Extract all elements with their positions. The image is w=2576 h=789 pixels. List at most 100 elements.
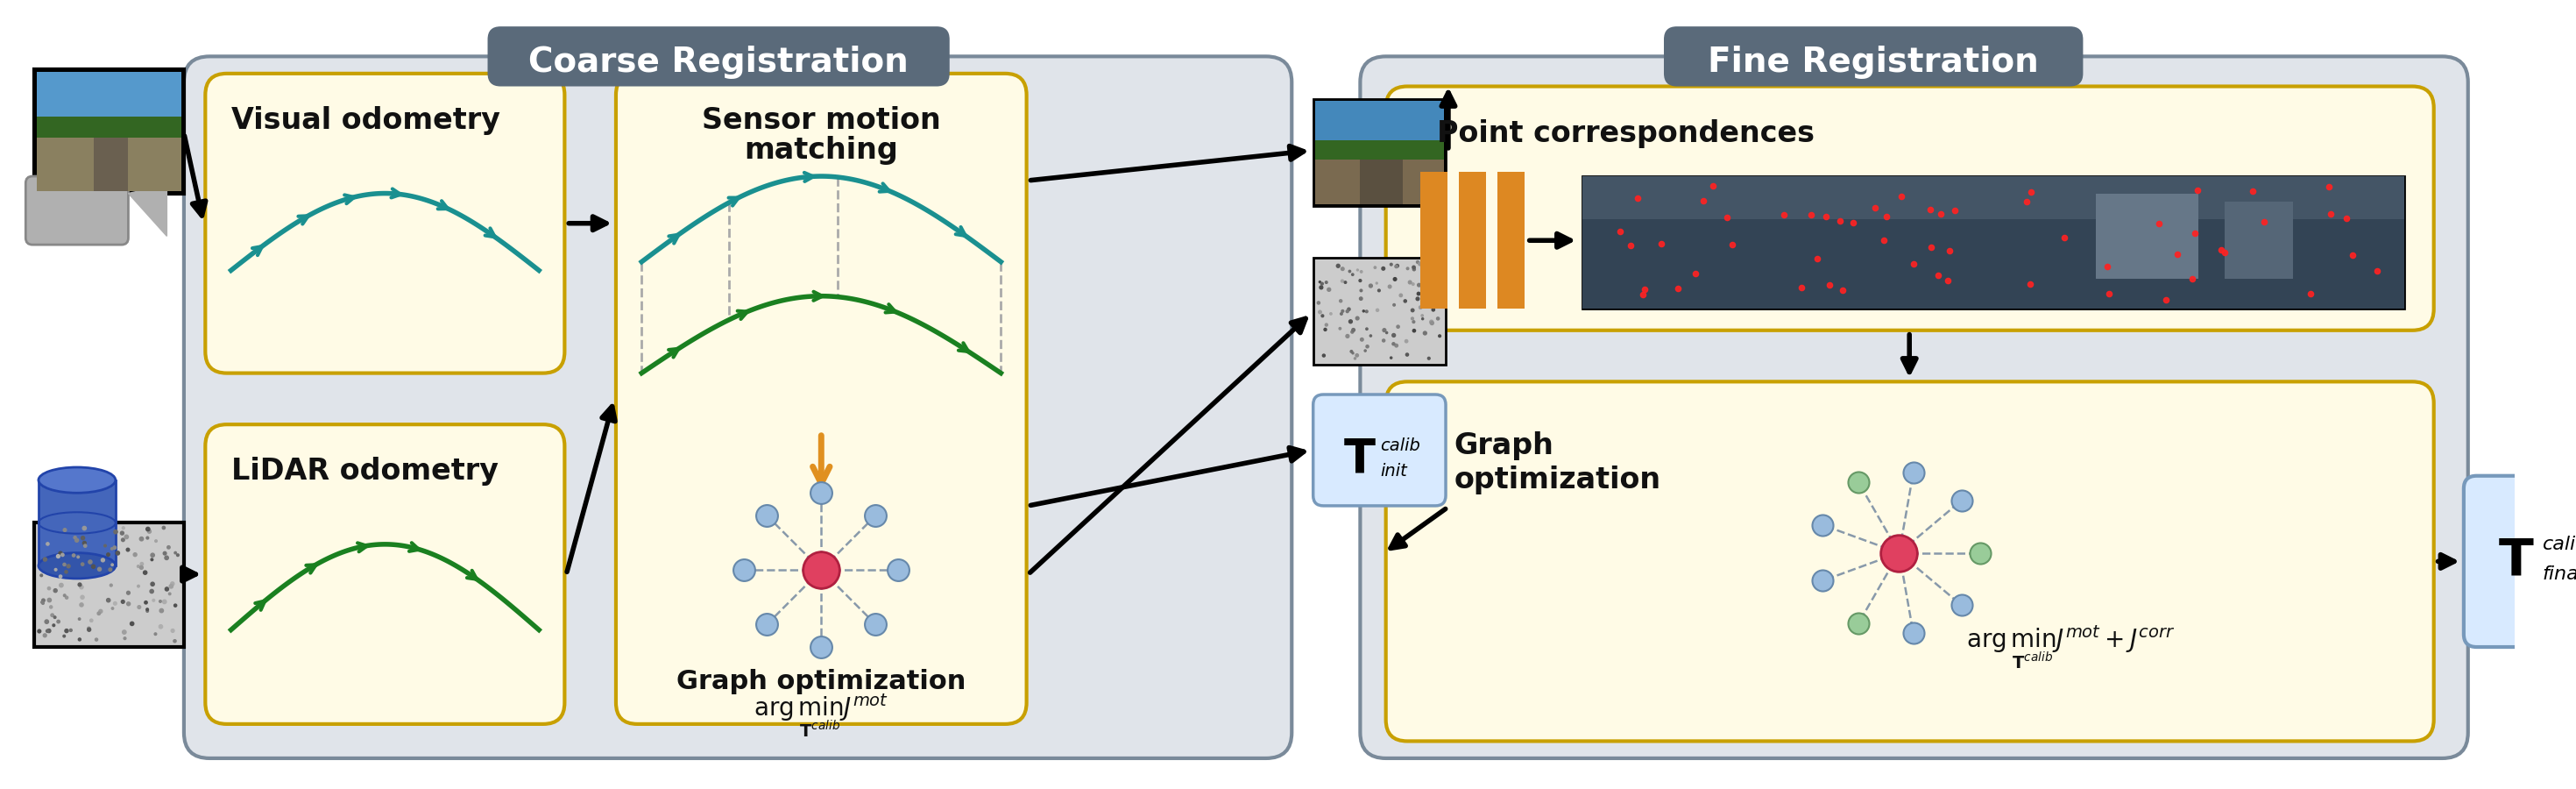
Point: [1321, 275, 1363, 287]
Point: [1363, 323, 1404, 336]
Bar: [1582, 176, 2403, 219]
Point: [129, 525, 170, 538]
Point: [1337, 349, 1378, 361]
Polygon shape: [129, 185, 167, 236]
Point: [139, 595, 180, 608]
Point: [1808, 279, 1850, 291]
Point: [82, 554, 124, 567]
Point: [152, 624, 193, 637]
Point: [1321, 308, 1363, 320]
Point: [118, 580, 160, 593]
Point: [88, 548, 129, 561]
Point: [41, 548, 82, 561]
Point: [1332, 323, 1373, 336]
Text: LiDAR odometry: LiDAR odometry: [232, 457, 497, 486]
Point: [1394, 278, 1435, 290]
Point: [1386, 348, 1427, 361]
Point: [1376, 260, 1417, 272]
Point: [1332, 345, 1373, 357]
Point: [139, 620, 180, 633]
Point: [1803, 518, 1844, 531]
Point: [1641, 237, 1682, 249]
Point: [126, 523, 167, 536]
Point: [2087, 260, 2128, 273]
Point: [1940, 494, 1981, 507]
Point: [1370, 280, 1412, 293]
Point: [2308, 180, 2349, 193]
Point: [1960, 547, 2002, 559]
Point: [77, 607, 118, 619]
Point: [2146, 294, 2187, 306]
Point: [2089, 287, 2130, 300]
Point: [1834, 216, 1875, 229]
Point: [44, 524, 85, 537]
Point: [1340, 293, 1381, 305]
FancyBboxPatch shape: [206, 424, 564, 724]
Point: [1329, 265, 1370, 278]
Point: [878, 563, 920, 576]
Point: [1692, 180, 1734, 193]
Point: [64, 522, 106, 534]
Point: [39, 550, 80, 563]
Bar: [1419, 172, 1448, 309]
Point: [1412, 279, 1453, 291]
Point: [28, 537, 70, 550]
Point: [134, 628, 175, 641]
Point: [88, 594, 129, 607]
Point: [1409, 261, 1450, 274]
FancyBboxPatch shape: [487, 27, 951, 86]
Point: [118, 560, 160, 573]
Bar: [36, 138, 180, 191]
FancyBboxPatch shape: [616, 73, 1028, 724]
Point: [1332, 268, 1373, 281]
Point: [1355, 277, 1396, 290]
Point: [62, 532, 103, 544]
Point: [111, 617, 152, 630]
Point: [1927, 274, 1968, 286]
Point: [103, 632, 144, 645]
Text: Point correspondences: Point correspondences: [1437, 119, 1814, 148]
Point: [31, 609, 72, 622]
Point: [1340, 275, 1381, 287]
Bar: [1360, 159, 1404, 204]
Point: [90, 579, 131, 592]
Point: [1383, 295, 1425, 308]
Point: [1376, 273, 1417, 286]
Point: [1319, 322, 1360, 335]
Point: [103, 596, 144, 608]
Point: [49, 624, 90, 637]
Point: [855, 509, 896, 522]
Point: [108, 597, 149, 610]
Point: [33, 585, 75, 597]
Point: [1929, 245, 1971, 257]
Point: [28, 594, 70, 607]
Point: [1358, 304, 1399, 316]
Point: [1893, 466, 1935, 479]
Point: [103, 626, 144, 638]
Point: [124, 567, 165, 579]
Point: [1301, 278, 1342, 290]
Point: [1412, 316, 1453, 328]
Point: [44, 589, 85, 602]
Point: [39, 570, 80, 583]
Point: [1327, 305, 1368, 318]
Point: [70, 623, 111, 636]
Point: [21, 569, 62, 581]
Point: [46, 566, 88, 578]
Point: [144, 547, 185, 559]
Point: [59, 633, 100, 645]
Bar: [1582, 219, 2403, 309]
Point: [131, 585, 173, 597]
Point: [1682, 194, 1723, 207]
FancyBboxPatch shape: [1664, 27, 2084, 86]
Point: [1394, 263, 1435, 275]
Point: [62, 599, 103, 611]
Point: [44, 558, 85, 570]
Point: [33, 619, 75, 632]
Point: [1893, 626, 1935, 639]
Point: [1381, 289, 1422, 301]
FancyBboxPatch shape: [1314, 394, 1445, 506]
Text: Graph optimization: Graph optimization: [677, 668, 966, 694]
Point: [1358, 284, 1399, 297]
Point: [85, 540, 126, 552]
